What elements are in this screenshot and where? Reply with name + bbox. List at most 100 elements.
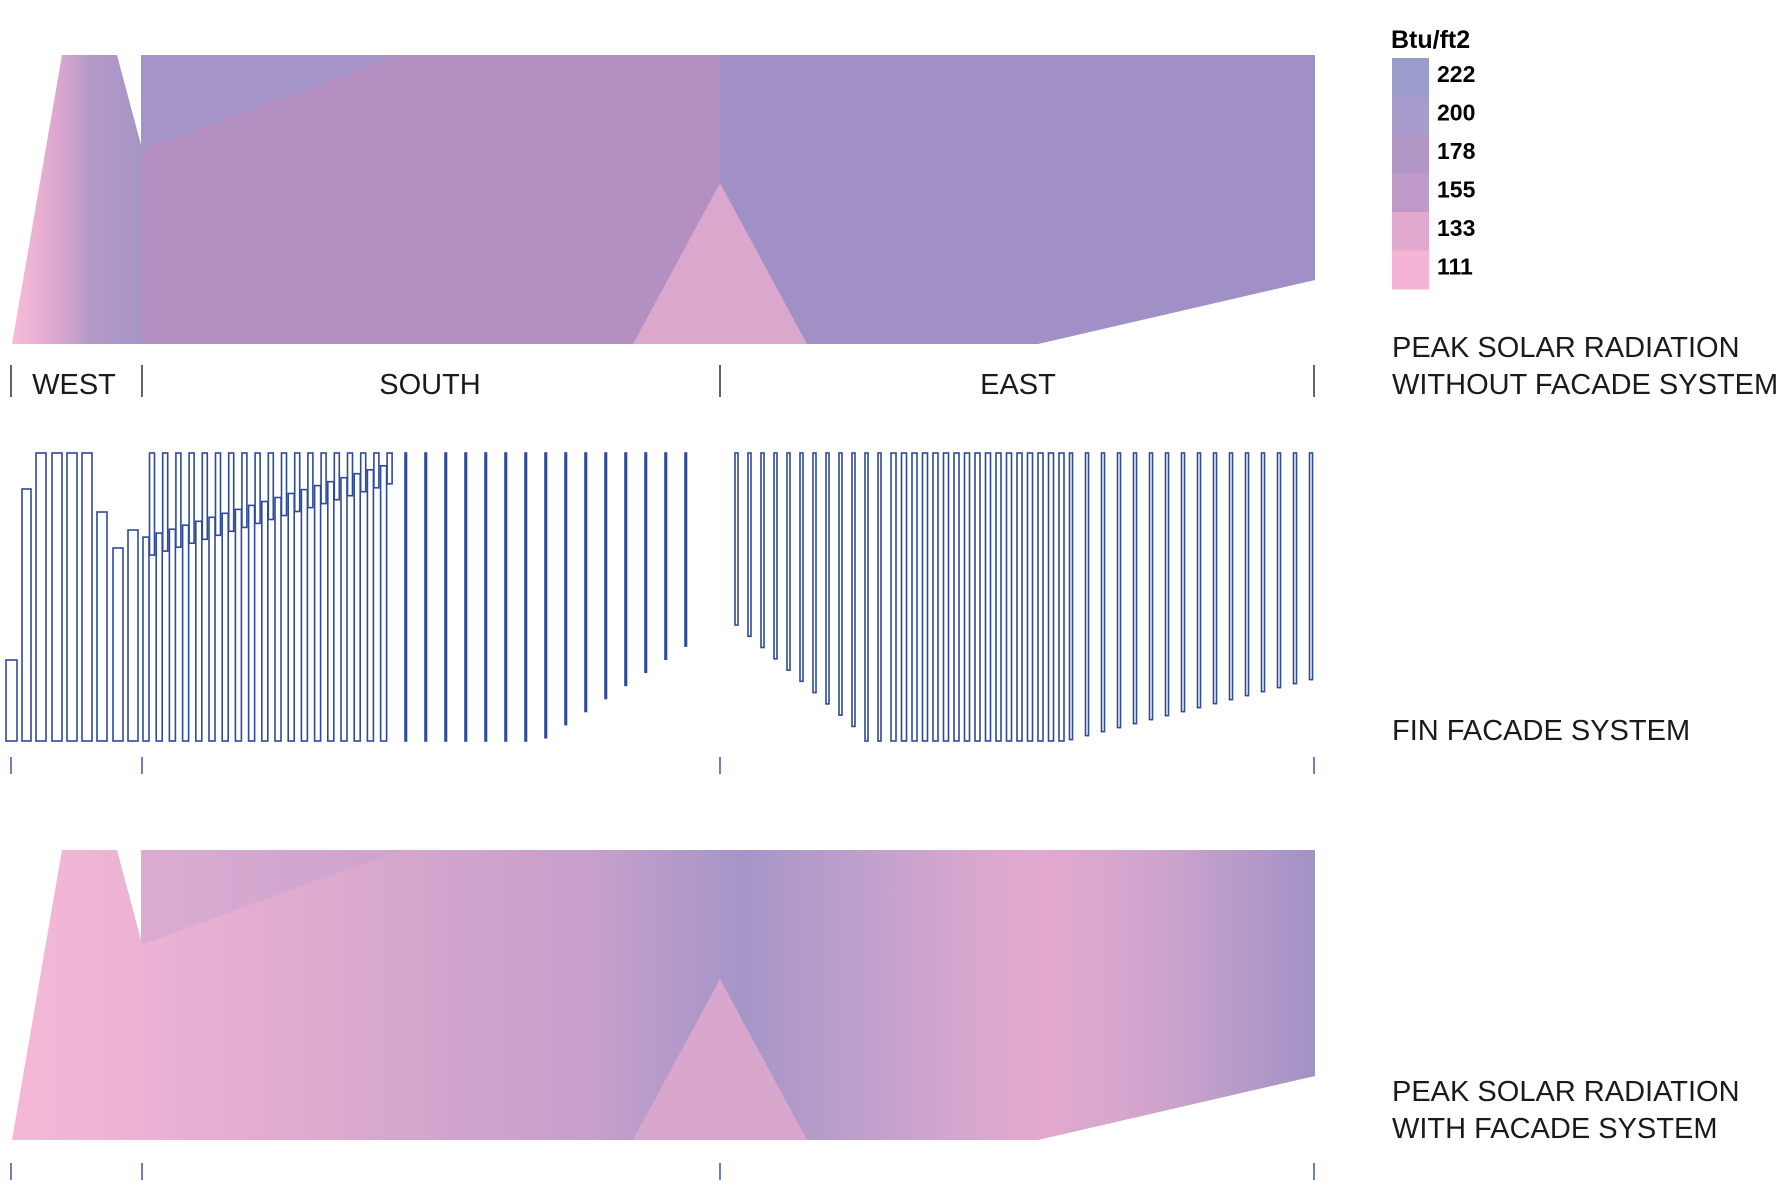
legend-unit: Btu/ft2: [1391, 26, 1470, 54]
fin: [21, 488, 32, 742]
fin: [1276, 452, 1282, 689]
fin: [241, 452, 248, 529]
fin: [293, 452, 301, 513]
legend-swatch: [1392, 212, 1429, 251]
fin: [624, 452, 628, 687]
fin: [1164, 452, 1170, 717]
south-face-radiation: [141, 55, 720, 344]
fin: [161, 452, 169, 552]
fin: [181, 524, 190, 742]
fin: [1212, 452, 1218, 705]
fin: [175, 452, 182, 548]
facade-label-east: EAST: [980, 369, 1056, 401]
fin: [313, 484, 322, 742]
fin: [326, 480, 335, 742]
fin: [247, 504, 256, 742]
legend-swatch: [1392, 173, 1429, 213]
fin: [214, 452, 222, 537]
fin: [112, 547, 124, 742]
fin: [1228, 452, 1234, 701]
fin: [974, 452, 981, 742]
fin: [644, 452, 648, 674]
fin: [760, 452, 765, 649]
fin: [66, 452, 78, 742]
caption-without-facade-line1: PEAK SOLAR RADIATION: [1392, 332, 1740, 364]
fin: [142, 536, 150, 742]
fin: [1047, 452, 1055, 742]
caption-without-facade-line2: WITHOUT FACADE SYSTEM: [1392, 369, 1778, 401]
facade-divider-ticks-middle: [10, 757, 1315, 774]
legend-swatch: [1392, 250, 1429, 290]
fin: [81, 452, 93, 742]
fin-facade-system: [5, 452, 1314, 742]
facade-divider-ticks-top: [10, 365, 1315, 397]
fin: [373, 452, 380, 489]
fin: [564, 452, 568, 726]
fin: [1026, 452, 1034, 742]
fin: [877, 452, 882, 742]
fin: [1100, 452, 1106, 733]
fin: [1148, 452, 1154, 721]
fin: [747, 452, 752, 638]
fin: [168, 528, 177, 742]
fin: [234, 508, 243, 742]
fin: [504, 452, 508, 742]
fin: [127, 529, 139, 742]
fin: [864, 452, 869, 742]
fin: [254, 452, 261, 525]
legend-value: 178: [1437, 138, 1476, 164]
fin: [353, 472, 362, 742]
fin: [300, 488, 309, 742]
fin: [942, 452, 950, 742]
legend-swatch: [1392, 96, 1429, 136]
fin: [201, 452, 209, 541]
fin: [1308, 452, 1314, 681]
fin: [340, 476, 348, 742]
fin: [346, 452, 354, 497]
fin: [825, 452, 830, 705]
corner-peak-radiation: [633, 183, 807, 344]
fin: [995, 452, 1002, 742]
fin: [267, 452, 275, 521]
legend-swatch: [1392, 135, 1429, 174]
fin: [900, 452, 908, 742]
south-upper-band: [141, 55, 400, 150]
fin: [188, 452, 195, 544]
legend-value: 200: [1437, 100, 1475, 126]
caption-fin-facade: FIN FACADE SYSTEM: [1392, 715, 1690, 747]
fin: [1180, 452, 1186, 713]
fin: [851, 452, 856, 728]
fin: [96, 511, 108, 742]
fin: [260, 500, 269, 742]
fin: [1116, 452, 1122, 729]
fin: [444, 452, 448, 742]
fin: [911, 452, 918, 742]
fin: [35, 452, 47, 742]
facade-divider-ticks-bottom: [10, 1163, 1315, 1180]
fin: [684, 452, 688, 647]
fin: [734, 452, 739, 626]
fin: [1196, 452, 1202, 709]
fin: [1132, 452, 1138, 725]
fin: [424, 452, 428, 742]
fin: [786, 452, 791, 671]
fin: [838, 452, 843, 716]
fin: [1068, 452, 1074, 741]
fin: [1084, 452, 1090, 737]
fin: [155, 532, 163, 742]
fin: [366, 468, 375, 742]
color-legend: Btu/ft2 222 200 178 155 133 111: [1391, 26, 1476, 290]
fin: [984, 452, 992, 742]
south-upper-band-with-facade: [141, 850, 400, 945]
fin: [1005, 452, 1013, 742]
radiation-without-facade-panel: [12, 55, 1315, 344]
fin: [227, 452, 235, 533]
fin: [584, 452, 588, 713]
fin: [1292, 452, 1298, 685]
fin: [386, 452, 393, 485]
fin: [664, 452, 668, 660]
fin: [274, 496, 282, 742]
fin: [404, 452, 408, 742]
fin: [604, 452, 608, 700]
